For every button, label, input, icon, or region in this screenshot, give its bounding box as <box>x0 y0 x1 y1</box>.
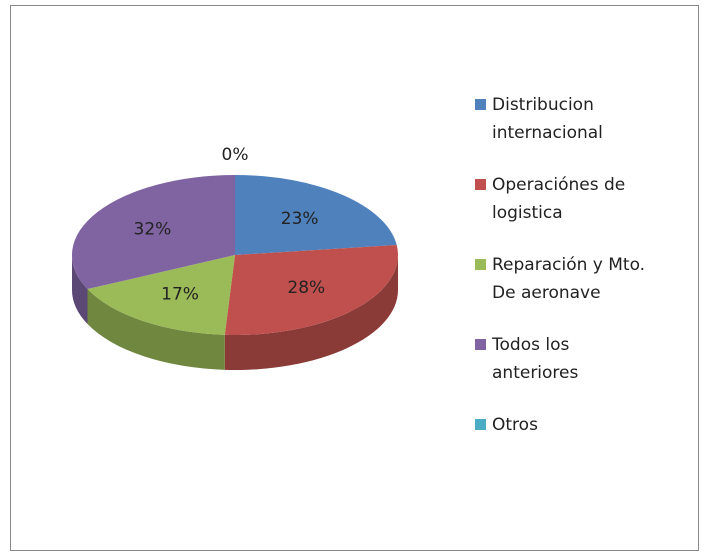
pie-side <box>87 289 225 370</box>
data-label: 17% <box>161 285 199 305</box>
data-label: 23% <box>281 209 319 229</box>
legend-swatch <box>475 339 486 350</box>
legend-label: Reparación y Mto. De aeronave <box>492 255 650 303</box>
legend-swatch <box>475 99 486 110</box>
pie-slice <box>235 175 397 255</box>
pie-sides <box>72 255 398 370</box>
pie-slice <box>224 244 398 335</box>
data-label: 0% <box>222 145 249 165</box>
data-label: 32% <box>134 219 172 239</box>
pie-side <box>224 255 398 370</box>
pie-slice <box>71 175 236 290</box>
legend-label: Otros <box>492 415 538 435</box>
pie-side <box>72 255 88 325</box>
legend-swatch <box>475 259 486 270</box>
legend-label: Distribucion internacional <box>492 95 603 143</box>
pie-tops <box>71 175 398 335</box>
pie-slice <box>87 255 236 335</box>
data-labels: 23% 28% 17% 32% 0% <box>134 145 326 305</box>
legend-label: Todos los anteriores <box>491 335 579 383</box>
legend: Distribucion internacional Operaciónes de… <box>475 95 650 435</box>
legend-label: Operaciónes de logistica <box>492 175 631 223</box>
data-label: 28% <box>287 278 325 298</box>
legend-swatch <box>475 179 486 190</box>
legend-swatch <box>475 419 486 430</box>
